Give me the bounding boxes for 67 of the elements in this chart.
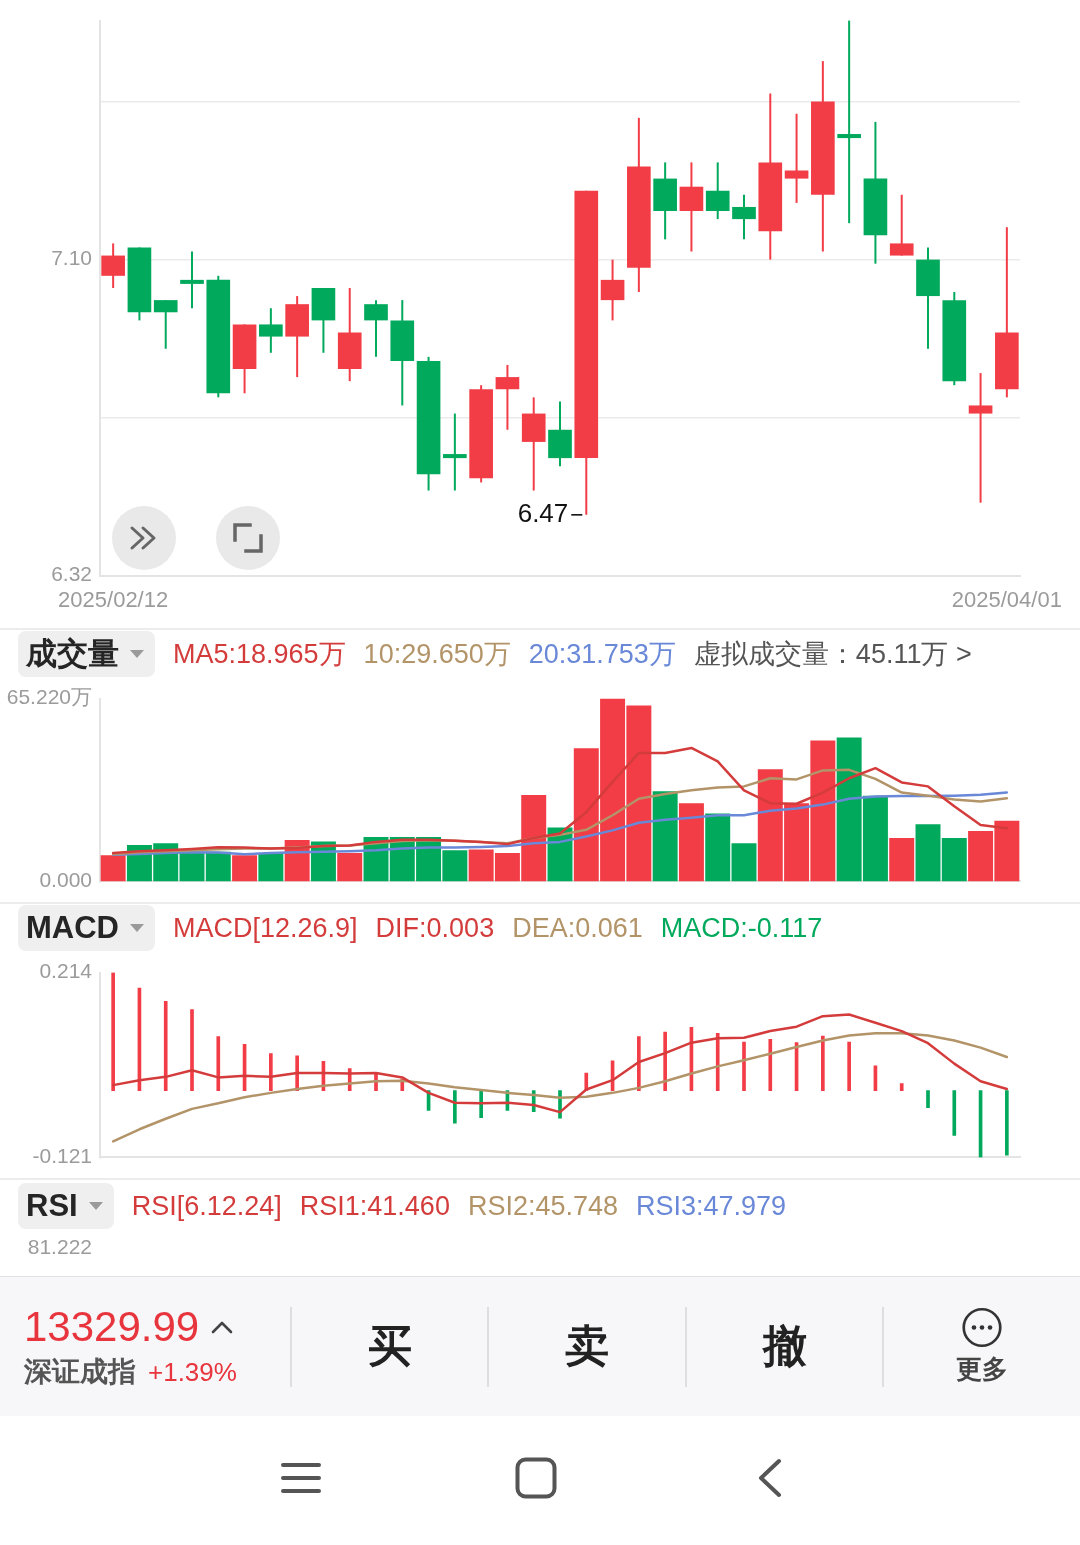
bar (926, 1090, 930, 1109)
y-tick-label: -0.121 (32, 1144, 92, 1168)
text: 买 (367, 1320, 412, 1372)
bar (258, 853, 284, 882)
text: 卖 (565, 1320, 610, 1372)
text: 81.222 (26, 1234, 92, 1260)
y-tick-label: 0.214 (39, 959, 93, 983)
text: RSI1:41.460 (299, 1190, 450, 1222)
chart-title: MACD (26, 910, 119, 946)
text: DIF:0.003 (375, 912, 495, 944)
y-tick-label: 7.10 (51, 246, 92, 270)
bar (453, 1090, 457, 1124)
text: 20:31.753万 (528, 638, 676, 671)
bar (889, 837, 915, 882)
bar (100, 855, 126, 882)
text: RSI[6.12.24] (131, 1190, 282, 1222)
dropdown-button: RSI (18, 1183, 114, 1229)
dropdown-button: MACD (18, 905, 155, 951)
y-tick-label: 0.000 (39, 868, 92, 892)
text: RSI3:47.979 (636, 1190, 787, 1222)
bar (847, 1041, 851, 1091)
dropdown-button: 成交量 (18, 631, 155, 677)
x-tick-label: 2025/02/12 (58, 586, 169, 612)
text: 10:29.650万 (363, 638, 511, 671)
y-tick-label: 6.32 (51, 562, 92, 586)
bar (232, 855, 258, 882)
chart-subtitle: MACD[12.26.9] (173, 912, 358, 944)
candlestick (837, 20, 861, 224)
bar (337, 853, 363, 882)
bar (1005, 1090, 1009, 1156)
x-tick-label: 2025/04/01 (951, 586, 1062, 612)
y-tick-label: 65.220万 (6, 685, 92, 709)
bar (663, 1031, 667, 1091)
bar (190, 1009, 194, 1091)
bar (269, 1053, 273, 1091)
bar (768, 1039, 773, 1091)
annotation: 6.47 (517, 498, 569, 529)
text: 虚拟成交量：45.11万 > (693, 638, 972, 671)
bar (731, 843, 757, 882)
candlestick (443, 413, 467, 491)
bar (899, 1083, 904, 1091)
bar (216, 1036, 221, 1091)
text: MACD:-0.117 (660, 912, 823, 944)
bar (742, 1041, 746, 1091)
bar (952, 1090, 957, 1136)
text: 更多 (956, 1352, 1009, 1386)
bar (915, 824, 941, 882)
candlestick (180, 251, 204, 309)
bar (941, 837, 967, 882)
chart-title: 成交量 (26, 635, 119, 673)
text: RSI2:45.748 (467, 1190, 619, 1222)
text: MA5:18.965万 (173, 638, 346, 671)
text: 撤 (762, 1320, 807, 1372)
bar (163, 1000, 168, 1091)
text: DEA:0.061 (512, 912, 643, 944)
candlestick (784, 113, 809, 203)
bar (205, 851, 231, 882)
bar (715, 1032, 720, 1091)
bar (821, 1035, 825, 1091)
bar (678, 803, 704, 882)
text: 13329.99 (24, 1302, 200, 1351)
candlestick (968, 373, 993, 503)
bar (111, 972, 115, 1091)
text: 深证成指 (24, 1354, 136, 1389)
bar (652, 791, 678, 882)
text: +1.39% (148, 1356, 237, 1388)
bar (705, 813, 731, 882)
